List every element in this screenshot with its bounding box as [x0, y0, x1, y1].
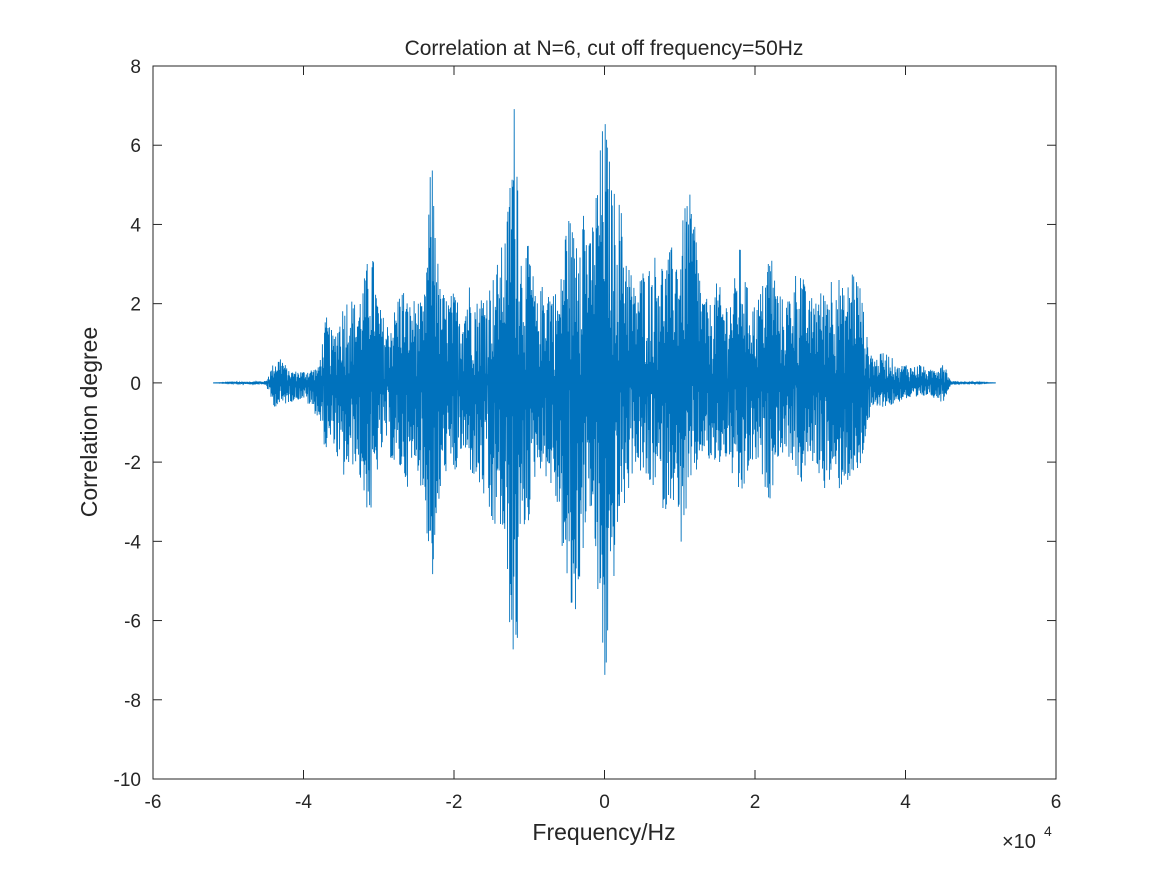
y-tick-label: -2	[124, 453, 141, 474]
x-tick-label: -2	[446, 792, 463, 813]
x-axis-exponent-power: 4	[1044, 823, 1052, 839]
y-tick-label: 0	[130, 374, 141, 395]
x-tick-label: 0	[599, 792, 610, 813]
chart-title: Correlation at N=6, cut off frequency=50…	[405, 37, 804, 60]
y-tick-label: 2	[130, 295, 141, 316]
x-tick-label: 2	[750, 792, 761, 813]
x-tick-label: 6	[1051, 792, 1062, 813]
y-tick-label: 4	[130, 215, 141, 236]
series-line-0	[213, 109, 996, 675]
data-layer	[213, 109, 996, 675]
x-axis-label: Frequency/Hz	[532, 819, 675, 845]
x-tick-label: 4	[900, 792, 911, 813]
x-axis-exponent: ×10 4	[1002, 823, 1052, 853]
y-tick-label: 6	[130, 136, 141, 157]
x-tick-label: -4	[295, 792, 312, 813]
y-tick-label: -6	[124, 612, 141, 633]
y-tick-label: -4	[124, 532, 141, 553]
y-axis-label: Correlation degree	[76, 327, 102, 518]
ticks-layer: -6 -4 -2 0 2 4 6 8 6 4 2 0 -2 -4 -6 -8 -10	[114, 57, 1062, 813]
y-tick-label: -8	[124, 691, 141, 712]
y-tick-label: 8	[130, 57, 141, 78]
x-tick-label: -6	[145, 792, 162, 813]
y-tick-label: -10	[114, 770, 141, 791]
x-axis-exponent-base: ×10	[1002, 831, 1036, 853]
